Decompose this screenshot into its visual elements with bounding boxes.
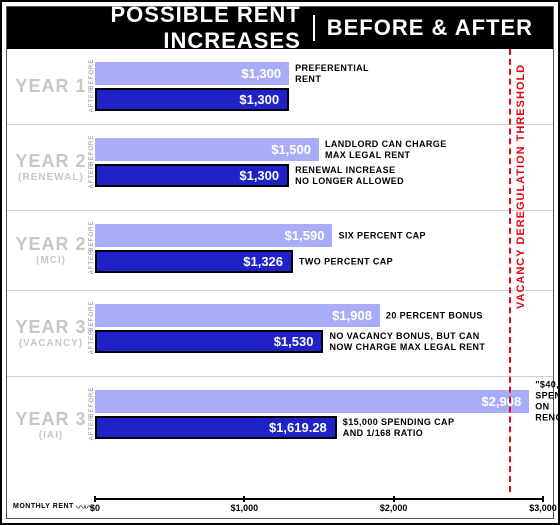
title-bar: POSSIBLE RENT INCREASES BEFORE & AFTER [7, 7, 553, 49]
bar-before: $1,300 [95, 62, 289, 85]
bars-zone: BEFORE$1,500LANDLORD CAN CHARGE MAX LEGA… [95, 125, 553, 210]
before-side-label: BEFORE [87, 220, 95, 251]
bar-before: $2,908 [95, 390, 529, 413]
annotation-after: RENEWAL INCREASE NO LONGER ALLOWED [289, 164, 404, 187]
after-side-label: AFTER [87, 87, 95, 112]
annotation-before: 20 PERCENT BONUS [380, 310, 483, 321]
before-side-label: BEFORE [87, 58, 95, 89]
after-side-label: AFTER [87, 249, 95, 274]
row: YEAR 3(IAI)BEFORE$2,908"$40,000" SPENT O… [7, 377, 553, 475]
bar-after: $1,300 [95, 88, 289, 111]
axis-tick [542, 496, 544, 502]
bar-container-before: BEFORE$1,590SIX PERCENT CAP [95, 224, 553, 247]
axis-tick-label: $0 [90, 503, 100, 513]
annotation-before: PREFERENTIAL RENT [289, 62, 369, 85]
annotation-after: $15,000 SPENDING CAP AND 1/168 RATIO [337, 416, 455, 439]
bars-zone: BEFORE$1,90820 PERCENT BONUS AFTER$1,530N… [95, 291, 553, 376]
bar-after: $1,300 [95, 164, 289, 187]
year-label: YEAR 1 [7, 77, 95, 96]
axis-tick [393, 496, 395, 502]
row: YEAR 2(MCI)BEFORE$1,590SIX PERCENT CAPAF… [7, 211, 553, 291]
year-label: YEAR 3(IAI) [7, 410, 95, 441]
bar-container-after: AFTER$1,300 [95, 88, 553, 111]
bar-after: $1,530 [95, 330, 323, 353]
bar-container-after: AFTER$1,619.28$15,000 SPENDING CAP AND 1… [95, 416, 553, 439]
bar-before: $1,590 [95, 224, 332, 247]
title-left: POSSIBLE RENT INCREASES [7, 2, 313, 54]
annotation-before: LANDLORD CAN CHARGE MAX LEGAL RENT [319, 138, 447, 161]
annotation-before: SIX PERCENT CAP [332, 230, 426, 241]
year-label: YEAR 2(MCI) [7, 235, 95, 266]
bar-before: $1,500 [95, 138, 319, 161]
axis-zone: MONTHLY RENT 〰〰 $0$1,000$2,000$3,000 [7, 494, 553, 518]
after-side-label: AFTER [87, 329, 95, 354]
annotation-after: TWO PERCENT CAP [293, 256, 393, 267]
bar-container-before: BEFORE$1,90820 PERCENT BONUS [95, 304, 553, 327]
axis-tick-label: $3,000 [529, 503, 557, 513]
title-right: BEFORE & AFTER [315, 15, 553, 41]
bar-container-before: BEFORE$2,908"$40,000" SPENT ON RENOVATIO… [95, 390, 553, 413]
figure-inner: POSSIBLE RENT INCREASES BEFORE & AFTER Y… [6, 6, 554, 519]
bar-container-after: AFTER$1,326TWO PERCENT CAP [95, 250, 553, 273]
before-side-label: BEFORE [87, 134, 95, 165]
chart-area: YEAR 1BEFORE$1,300PREFERENTIAL RENTAFTER… [7, 49, 553, 518]
bar-container-after: AFTER$1,530NO VACANCY BONUS, BUT CAN NOW… [95, 330, 553, 353]
threshold-label: VACANCY DEREGULATION THRESHOLD [515, 109, 527, 309]
bar-container-before: BEFORE$1,300PREFERENTIAL RENT [95, 62, 553, 85]
row: YEAR 2(RENEWAL)BEFORE$1,500LANDLORD CAN … [7, 125, 553, 211]
threshold-line [509, 49, 511, 492]
bar-container-after: AFTER$1,300RENEWAL INCREASE NO LONGER AL… [95, 164, 553, 187]
bar-after: $1,326 [95, 250, 293, 273]
bars-zone: BEFORE$2,908"$40,000" SPENT ON RENOVATIO… [95, 377, 553, 475]
year-label: YEAR 3(VACANCY) [7, 318, 95, 349]
row: YEAR 1BEFORE$1,300PREFERENTIAL RENTAFTER… [7, 49, 553, 125]
axis-tick-label: $2,000 [380, 503, 408, 513]
bars-zone: BEFORE$1,300PREFERENTIAL RENT AFTER$1,300 [95, 49, 553, 124]
bar-container-before: BEFORE$1,500LANDLORD CAN CHARGE MAX LEGA… [95, 138, 553, 161]
bars-zone: BEFORE$1,590SIX PERCENT CAP AFTER$1,326TW… [95, 211, 553, 290]
axis-label: MONTHLY RENT [7, 503, 74, 510]
bar-before: $1,908 [95, 304, 380, 327]
year-label: YEAR 2(RENEWAL) [7, 152, 95, 183]
axis-line: $0$1,000$2,000$3,000 [95, 494, 543, 518]
axis-tick [243, 496, 245, 502]
after-side-label: AFTER [87, 163, 95, 188]
before-side-label: BEFORE [87, 386, 95, 417]
bar-after: $1,619.28 [95, 416, 337, 439]
axis-tick-label: $1,000 [231, 503, 259, 513]
annotation-after: NO VACANCY BONUS, BUT CAN NOW CHARGE MAX… [323, 330, 485, 353]
before-side-label: BEFORE [87, 300, 95, 331]
figure-frame: POSSIBLE RENT INCREASES BEFORE & AFTER Y… [0, 0, 560, 525]
axis-tick [94, 496, 96, 502]
row: YEAR 3(VACANCY)BEFORE$1,90820 PERCENT BO… [7, 291, 553, 377]
after-side-label: AFTER [87, 415, 95, 440]
